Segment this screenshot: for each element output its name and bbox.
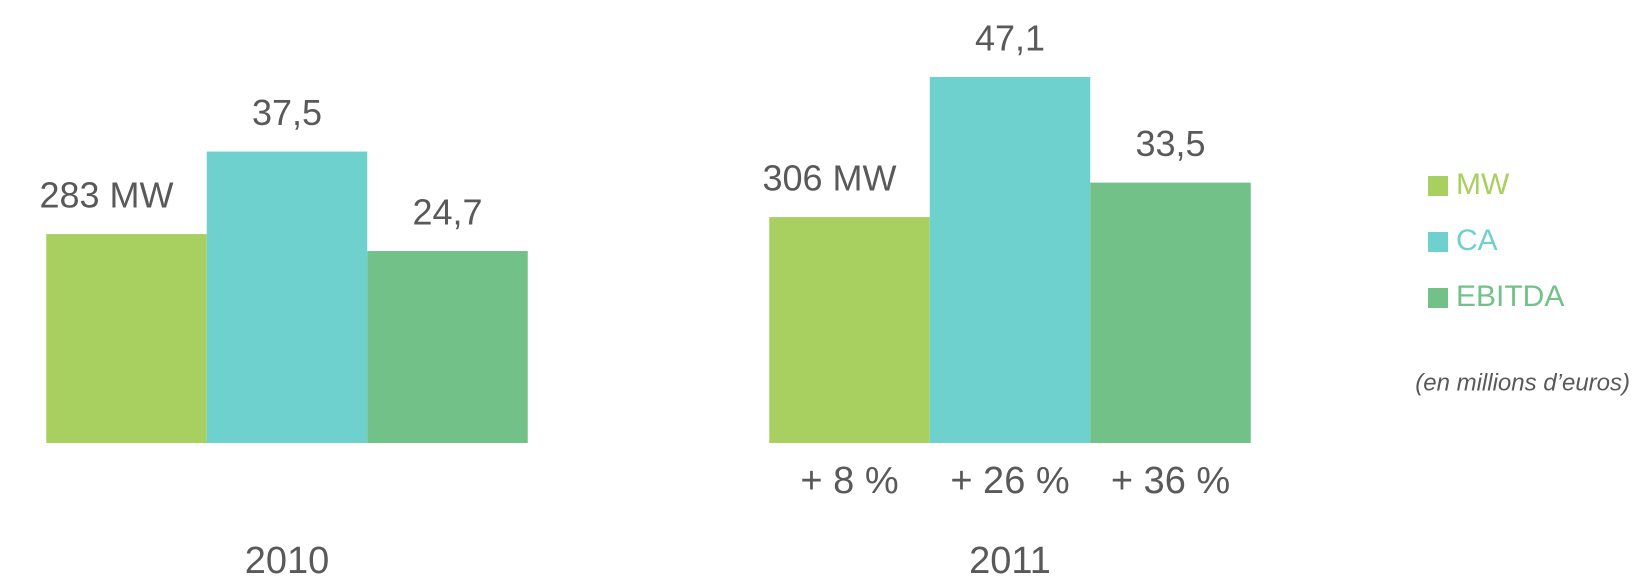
value-label: 47,1 xyxy=(975,17,1045,58)
x-tick-label: 2011 xyxy=(969,540,1051,577)
growth-label: + 8 % xyxy=(800,460,898,502)
x-tick-label: 2010 xyxy=(245,540,330,577)
legend-swatch xyxy=(1428,232,1448,252)
bar xyxy=(929,76,1091,443)
value-label: 37,5 xyxy=(252,92,322,133)
value-label: 24,7 xyxy=(412,192,482,233)
legend-swatch xyxy=(1428,176,1448,196)
growth-label: + 26 % xyxy=(950,460,1069,502)
bar xyxy=(1090,182,1251,443)
note: (en millions d’euros) xyxy=(1415,369,1630,396)
bar xyxy=(206,151,368,444)
legend-label: MW xyxy=(1456,168,1510,201)
value-label: 283 MW xyxy=(39,175,173,216)
bar xyxy=(46,234,207,443)
legend-label: EBITDA xyxy=(1456,280,1564,313)
growth-label: + 36 % xyxy=(1111,460,1230,502)
value-label: 33,5 xyxy=(1135,123,1205,164)
legend-label: CA xyxy=(1456,224,1498,257)
value-label: 306 MW xyxy=(762,158,896,199)
bar xyxy=(367,251,528,443)
bar xyxy=(769,217,930,443)
legend-swatch xyxy=(1428,288,1448,308)
